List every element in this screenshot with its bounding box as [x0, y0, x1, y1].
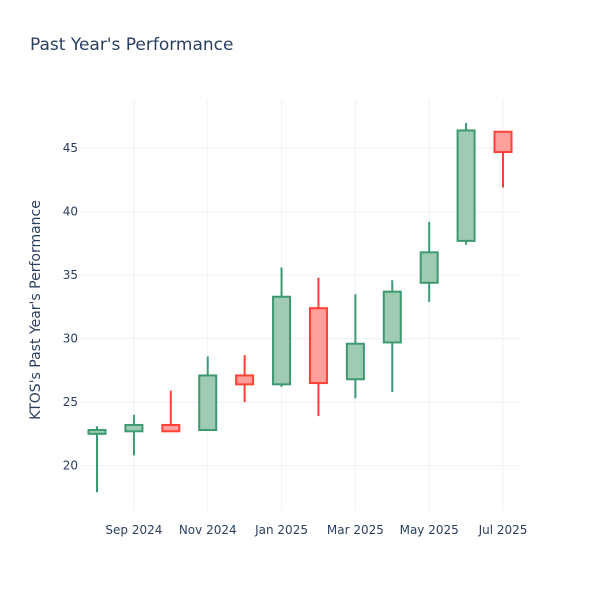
y-tick-label: 25	[63, 395, 78, 409]
candle-body	[124, 423, 144, 433]
grid-layer	[80, 100, 520, 510]
candle	[345, 294, 365, 399]
y-tick-label: 40	[63, 205, 78, 219]
candle-body	[161, 423, 181, 433]
x-tick-label: Nov 2024	[179, 523, 237, 537]
y-tick-label: 20	[63, 459, 78, 473]
chart-title: Past Year's Performance	[30, 35, 234, 55]
y-axis-title: KTOS's Past Year's Performance	[28, 200, 44, 420]
candle-body	[493, 130, 513, 154]
candle-body	[198, 374, 218, 432]
candle	[382, 280, 402, 392]
y-tick-label: 45	[63, 141, 78, 155]
candle-body	[87, 429, 107, 435]
x-tick-label: Jul 2025	[478, 523, 528, 537]
y-tick-label: 35	[63, 268, 78, 282]
candle	[87, 426, 107, 493]
candle	[493, 130, 513, 188]
x-tick-label: Jan 2025	[254, 523, 308, 537]
candles-layer	[87, 122, 513, 493]
candle	[161, 390, 181, 433]
candle-body	[456, 129, 476, 242]
candle	[235, 355, 255, 403]
tick-labels-layer: 20 25 30 35 40 45 Sep 2024 Nov 2024 Jan 2025 Mar …	[63, 141, 528, 537]
candle	[272, 267, 292, 387]
candle-body	[235, 374, 255, 386]
candle	[456, 122, 476, 245]
candle	[124, 414, 144, 456]
x-tick-label: Mar 2025	[327, 523, 384, 537]
candle-body	[419, 251, 439, 284]
x-tick-label: May 2025	[400, 523, 459, 537]
candle-body	[272, 295, 292, 386]
candle-body	[308, 307, 328, 385]
candle	[419, 221, 439, 302]
x-tick-label: Sep 2024	[105, 523, 162, 537]
candle	[198, 356, 218, 432]
candle-body	[345, 342, 365, 381]
candle	[308, 277, 328, 417]
y-tick-label: 30	[63, 332, 78, 346]
candle-body	[382, 290, 402, 344]
